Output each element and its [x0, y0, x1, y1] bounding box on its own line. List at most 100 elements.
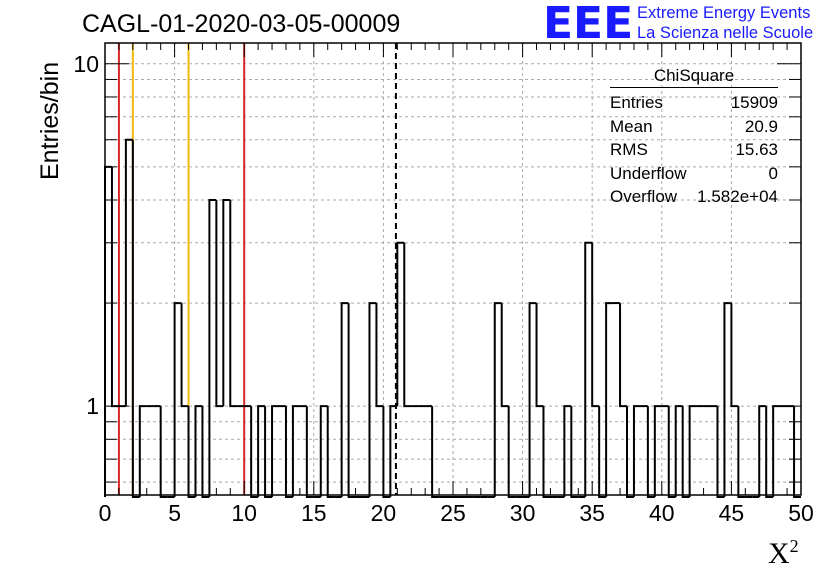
x-axis-label: X2 — [768, 536, 799, 571]
stats-value: 15909 — [730, 93, 778, 112]
histogram-bin — [389, 405, 398, 497]
stats-value: 15.63 — [735, 140, 778, 159]
x-axis-label-superscript: 2 — [789, 536, 799, 556]
eee-logo-line2: La Scienza nelle Scuole — [637, 24, 814, 42]
eee-logo-line1: Extreme Energy Events — [637, 4, 811, 22]
histogram-bin — [131, 139, 140, 498]
histogram-bin — [201, 406, 210, 498]
x-tick-label: 30 — [510, 500, 536, 526]
histogram-bin — [347, 303, 356, 498]
histogram-bin — [222, 199, 231, 407]
histogram-bin — [716, 406, 725, 498]
histogram-bin — [431, 406, 440, 498]
y-axis-label: Entries/bin — [36, 61, 64, 180]
stats-value: 0 — [768, 163, 778, 183]
histogram-bin — [507, 406, 516, 498]
histogram-bin — [528, 302, 537, 497]
stats-label: RMS — [610, 140, 648, 159]
histogram-bin — [375, 303, 384, 408]
histogram-bins — [104, 138, 801, 498]
y-tick-label: 1 — [86, 393, 99, 419]
histogram-bin — [250, 406, 259, 498]
histogram-bin — [104, 165, 112, 497]
histogram-bin — [591, 242, 600, 408]
histogram-bin — [570, 406, 579, 498]
histogram-bin — [215, 200, 224, 408]
histogram-bin — [284, 406, 293, 498]
x-tick-label: 10 — [231, 500, 257, 526]
histogram-bin — [619, 303, 627, 408]
chart-title: CAGL-01-2020-03-05-00009 — [82, 10, 401, 38]
stats-value: 20.9 — [744, 116, 778, 136]
histogram-bin — [368, 302, 377, 497]
histogram-bin — [403, 242, 412, 408]
stats-value: 1.582e+04 — [697, 187, 778, 206]
x-tick-label: 40 — [649, 500, 675, 526]
histogram-bin — [340, 302, 349, 497]
histogram-bin — [124, 138, 133, 407]
stats-label: Entries — [610, 93, 663, 112]
eee-logo: EEE — [543, 0, 634, 49]
histogram-bin — [208, 199, 217, 497]
histogram-bin — [500, 303, 509, 408]
x-tick-label: 5 — [168, 500, 181, 526]
histogram-bin — [264, 406, 273, 498]
stats-label: Underflow — [610, 163, 687, 183]
x-tick-label: 35 — [579, 500, 605, 526]
histogram-bin — [542, 406, 551, 498]
histogram-bin — [688, 405, 697, 497]
tick-labels: 0 5 10 15 20 25 30 35 40 45 50 1 10 — [73, 51, 813, 526]
histogram-bin — [194, 405, 203, 497]
x-tick-label: 0 — [99, 500, 112, 526]
histogram-bin — [493, 302, 502, 497]
stats-label: Mean — [610, 116, 653, 136]
axes-frame — [104, 42, 802, 496]
histogram-bin — [382, 406, 391, 498]
stats-row-mean: Mean 20.9 — [610, 115, 778, 139]
histogram-bin — [187, 406, 196, 498]
histogram-bin — [667, 406, 676, 498]
histogram-bin — [626, 406, 634, 498]
grid-lines — [105, 43, 801, 495]
x-tick-label: 50 — [788, 500, 814, 526]
histogram-bin — [229, 200, 238, 408]
histogram-bin — [396, 241, 405, 407]
histogram-bin — [723, 302, 732, 497]
histogram-bin — [319, 405, 328, 497]
histogram-bin — [653, 405, 662, 497]
histogram-bin — [257, 405, 266, 497]
histogram-bin — [138, 405, 147, 497]
stats-row-entries: Entries 15909 — [610, 91, 778, 115]
histogram-bin — [173, 302, 182, 497]
histogram-bin — [326, 406, 335, 498]
histogram-bin — [793, 406, 801, 498]
histogram-bin — [674, 405, 683, 497]
stats-row-rms: RMS 15.63 — [610, 138, 778, 162]
stats-label: Overflow — [610, 187, 678, 206]
x-tick-label: 25 — [440, 500, 466, 526]
histogram-bin — [730, 303, 739, 408]
histogram-bin — [737, 406, 746, 498]
histogram-bin — [584, 241, 593, 497]
histogram-bin — [598, 406, 607, 498]
histogram-bin — [535, 303, 544, 408]
histogram-bin — [305, 406, 314, 498]
histogram-bin — [159, 406, 168, 498]
histogram-bin — [180, 303, 189, 408]
histogram-bin — [765, 406, 774, 498]
histogram-bin — [605, 302, 614, 497]
histogram-bin — [563, 405, 572, 497]
histogram-bin — [772, 405, 781, 497]
histogram-bin — [758, 405, 767, 497]
histogram-bin — [681, 406, 690, 498]
histogram-bin — [110, 166, 119, 408]
stats-box: ChiSquare Entries 15909 Mean 20.9 RMS 15.63… — [610, 66, 778, 209]
x-tick-label: 45 — [719, 500, 745, 526]
stats-box-title: ChiSquare — [610, 66, 778, 88]
histogram-bin — [291, 405, 300, 497]
x-tick-label: 20 — [371, 500, 397, 526]
y-axis-label-wrap: Entries/bin — [2, 62, 64, 190]
histogram-bin — [646, 406, 655, 498]
histogram-bin — [632, 405, 641, 497]
